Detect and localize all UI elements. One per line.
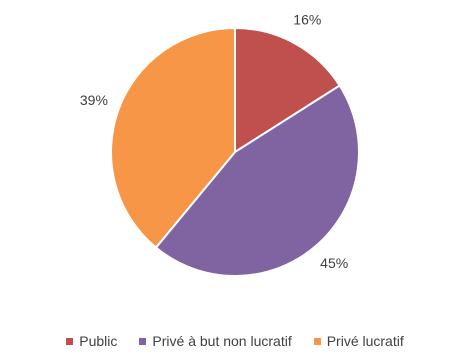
legend-label-prive-lucratif: Privé lucratif: [326, 333, 404, 349]
pie-slice-public: [234, 26, 342, 154]
pie-label-prive-lucratif: 39%: [80, 92, 108, 108]
legend-item-prive-lucratif: Privé lucratif: [313, 333, 404, 349]
legend-label-prive-non-lucratif: Privé à but non lucratif: [152, 333, 292, 349]
legend: Public Privé à but non lucratif Privé lu…: [0, 330, 470, 352]
legend-swatch-prive-lucratif: [313, 337, 321, 345]
pie-slice-prive-lucratif: [110, 26, 236, 249]
pie-label-prive-non-lucratif: 45%: [320, 255, 348, 271]
pie-slice-prive-non-lucratif: [154, 84, 360, 277]
pie-labels: 16% 45% 39%: [80, 11, 348, 271]
pie-chart: 16% 45% 39%: [80, 11, 360, 277]
legend-label-public: Public: [79, 333, 118, 349]
legend-item-prive-non-lucratif: Privé à but non lucratif: [139, 333, 292, 349]
pie-label-public: 16%: [293, 11, 321, 27]
pie-slices: [110, 26, 360, 277]
legend-swatch-public: [66, 337, 74, 345]
legend-swatch-prive-non-lucratif: [139, 337, 147, 345]
legend-item-public: Public: [66, 333, 117, 349]
